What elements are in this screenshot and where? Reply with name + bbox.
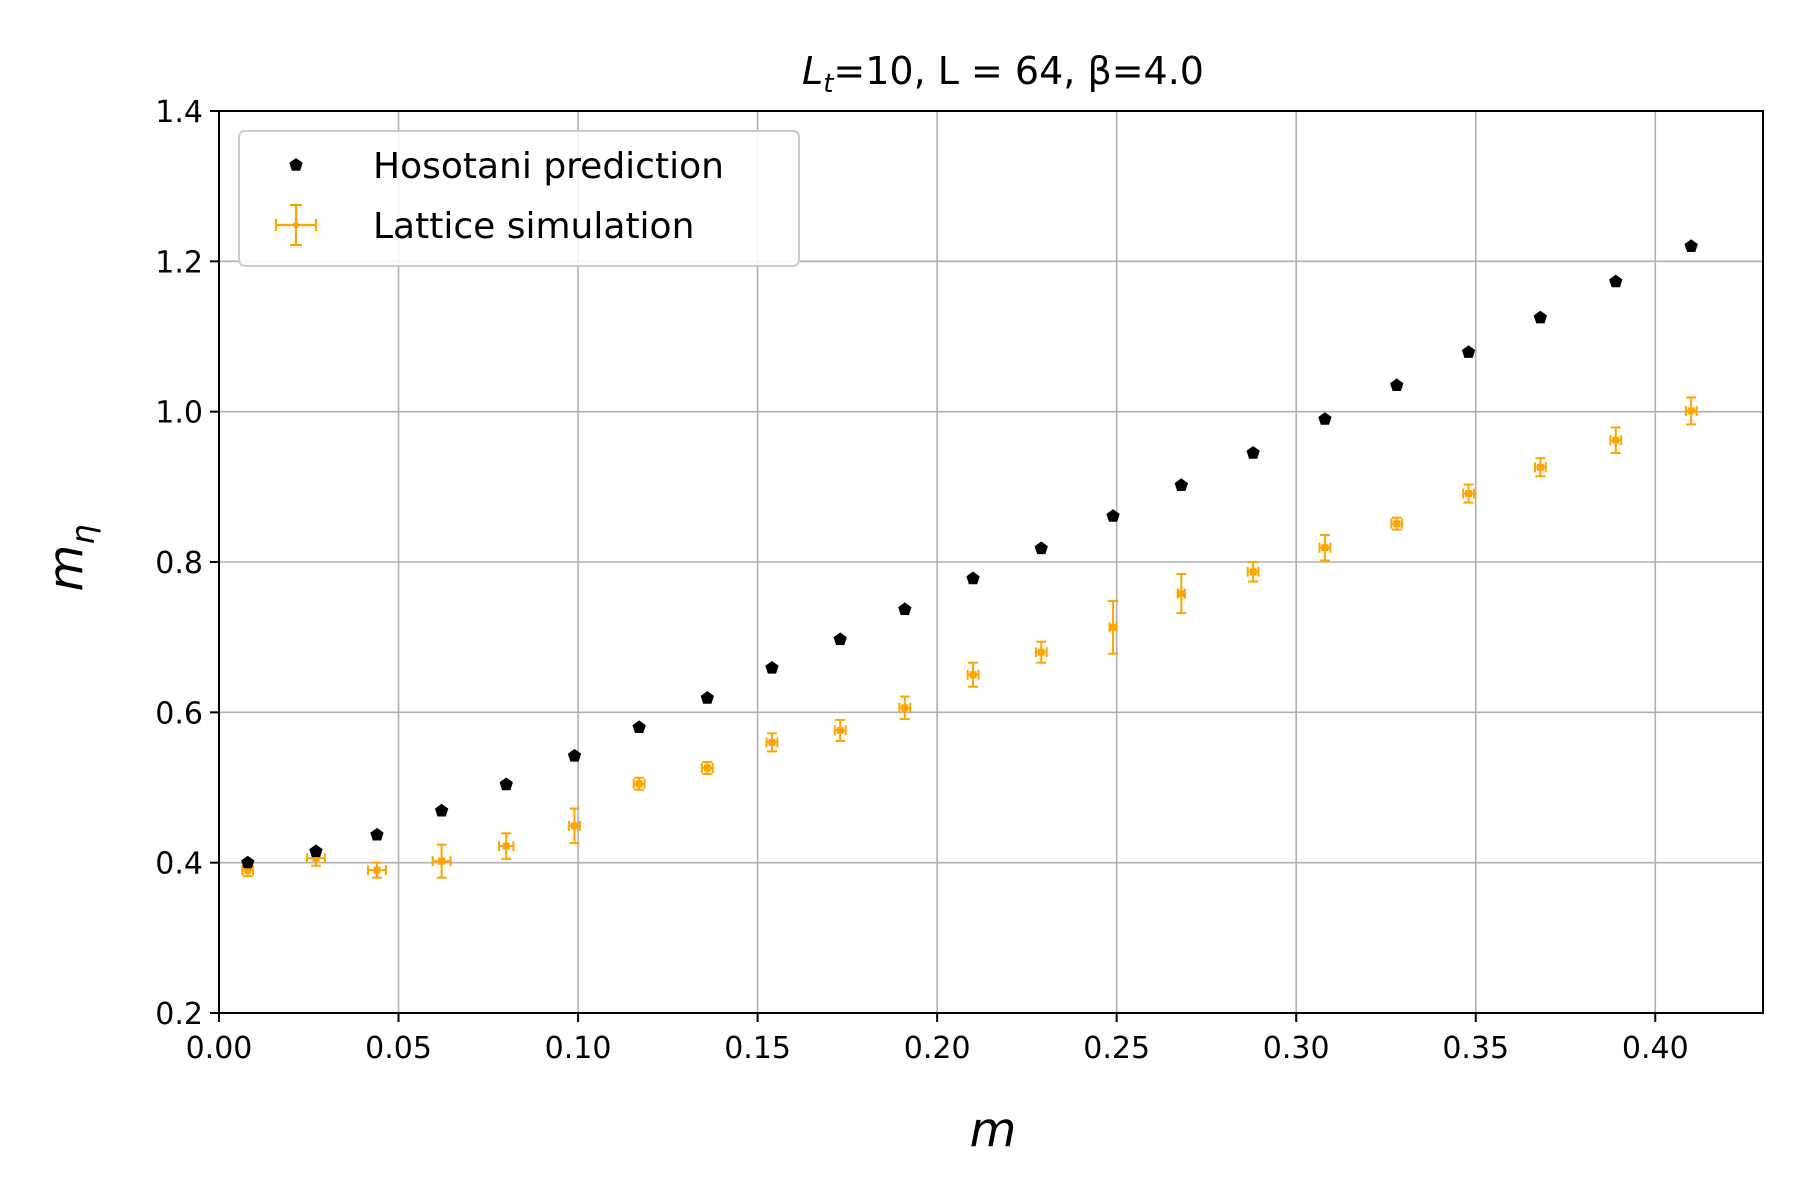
legend-label-hosotani: Hosotani prediction xyxy=(373,146,724,187)
y-tick-label: 0.4 xyxy=(155,847,203,882)
lattice-point xyxy=(1684,396,1698,426)
y-tick-label: 1.4 xyxy=(155,95,203,130)
lattice-point xyxy=(966,661,980,688)
y-tick-label: 0.2 xyxy=(155,997,203,1032)
hosotani-point xyxy=(898,602,912,615)
x-tick-label: 0.05 xyxy=(365,1031,432,1066)
lattice-marker xyxy=(1465,490,1473,498)
hosotani-point xyxy=(833,632,847,646)
lattice-point xyxy=(765,732,779,753)
hosotani-point xyxy=(241,855,255,869)
lattice-marker xyxy=(768,738,776,746)
lattice-point xyxy=(1034,640,1048,664)
lattice-point xyxy=(632,776,646,791)
lattice-marker xyxy=(1536,463,1544,471)
lattice-marker xyxy=(373,866,381,874)
x-tick-label: 0.25 xyxy=(1083,1031,1150,1066)
y-tick-label: 0.8 xyxy=(155,546,203,581)
lattice-marker xyxy=(1249,568,1257,576)
lattice-marker xyxy=(1393,520,1401,528)
hosotani-point xyxy=(1533,310,1547,324)
hosotani-point xyxy=(1106,509,1120,522)
lattice-marker xyxy=(1321,544,1329,552)
lattice-point xyxy=(1176,573,1187,615)
x-tick-label: 0.35 xyxy=(1442,1031,1509,1066)
lattice-marker xyxy=(969,671,977,679)
lattice-point xyxy=(1462,483,1475,504)
chart-title: Lt=10, L = 64, β=4.0 xyxy=(802,49,1204,99)
lattice-point xyxy=(833,718,847,742)
lattice-point xyxy=(1609,426,1623,455)
legend-label-lattice: Lattice simulation xyxy=(373,206,694,247)
x-tick-label: 0.00 xyxy=(186,1031,253,1066)
lattice-marker xyxy=(312,854,320,862)
hosotani-point xyxy=(1034,541,1048,555)
hosotani-point xyxy=(765,661,779,674)
lattice-marker xyxy=(703,764,711,772)
y-tick-label: 1.0 xyxy=(155,396,203,431)
lattice-point xyxy=(367,861,387,879)
hosotani-point xyxy=(1246,446,1260,459)
legend-box xyxy=(238,130,800,267)
hosotani-point xyxy=(1461,345,1476,358)
lattice-marker xyxy=(836,726,844,734)
y-axis-label: mη xyxy=(38,524,102,591)
lattice-point xyxy=(431,843,452,879)
data-layer xyxy=(241,239,1698,879)
lattice-marker xyxy=(438,857,446,865)
lattice-point xyxy=(898,695,912,721)
y-tick-label: 1.2 xyxy=(155,245,203,280)
hosotani-point xyxy=(1684,239,1698,252)
lattice-point xyxy=(1108,600,1119,655)
lattice-marker xyxy=(1177,590,1185,598)
lattice-marker xyxy=(635,780,643,788)
hosotani-point xyxy=(435,803,449,817)
lattice-point xyxy=(1390,516,1404,531)
hosotani-point xyxy=(567,748,582,762)
x-tick-label: 0.30 xyxy=(1263,1031,1330,1066)
legend-marker-hosotani xyxy=(289,158,303,171)
hosotani-point xyxy=(1174,478,1188,491)
x-tick-label: 0.15 xyxy=(724,1031,791,1066)
hosotani-point xyxy=(499,777,513,791)
hosotani-point xyxy=(309,844,323,858)
hosotani-point xyxy=(1609,274,1623,288)
lattice-marker xyxy=(1037,648,1045,656)
lattice-marker xyxy=(502,842,510,850)
legend-dot xyxy=(293,222,299,228)
legend: Hosotani prediction Lattice simulation xyxy=(238,130,800,267)
hosotani-point xyxy=(1390,378,1404,391)
lattice-marker xyxy=(1612,436,1620,444)
lattice-point xyxy=(1246,561,1260,583)
hosotani-point xyxy=(966,571,980,585)
lattice-marker xyxy=(570,822,578,830)
lattice-point xyxy=(1533,457,1547,478)
lattice-point xyxy=(568,807,581,845)
lattice-point xyxy=(498,832,515,860)
lattice-point xyxy=(700,760,714,775)
x-axis-label: m xyxy=(970,1102,1017,1158)
hosotani-point xyxy=(632,720,646,733)
lattice-marker xyxy=(244,866,252,874)
hosotani-point xyxy=(370,827,384,841)
lattice-marker xyxy=(901,704,909,712)
lattice-marker xyxy=(1109,623,1117,631)
y-tick-label: 0.6 xyxy=(155,696,203,731)
legend-marker-lattice xyxy=(274,203,318,247)
lattice-marker xyxy=(1687,407,1695,415)
x-tick-label: 0.10 xyxy=(545,1031,612,1066)
lattice-point xyxy=(1318,533,1332,562)
axis-ticks: 0.00 0.05 0.10 0.15 0.20 0.25 0.30 0.35 0.40 0.2 0… xyxy=(155,95,1688,1066)
x-tick-label: 0.40 xyxy=(1622,1031,1689,1066)
hosotani-point xyxy=(1318,412,1332,425)
x-tick-label: 0.20 xyxy=(904,1031,971,1066)
hosotani-point xyxy=(700,691,714,704)
